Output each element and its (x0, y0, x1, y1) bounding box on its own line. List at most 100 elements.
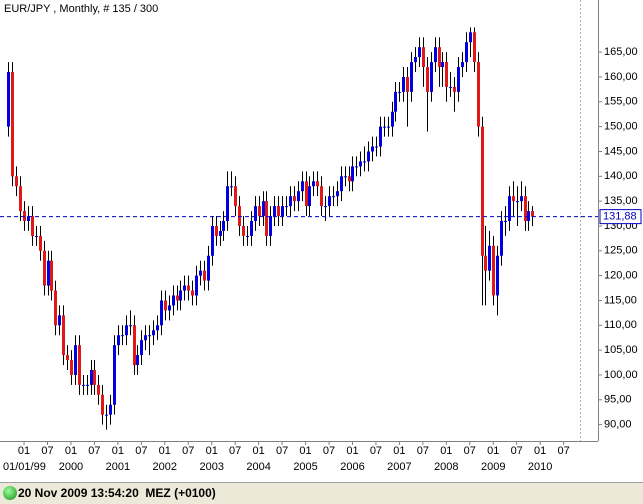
candle-body (222, 220, 225, 231)
candle-body (527, 211, 530, 221)
candle-body (125, 325, 128, 336)
candle-body (469, 32, 472, 43)
candle-body (50, 260, 53, 291)
candle-body (183, 285, 186, 291)
candle-body (258, 206, 261, 217)
candle-body (422, 47, 425, 68)
chart: EUR/JPY , Monthly, # 135 / 300 90,00 95,0… (0, 0, 642, 473)
candle-body (195, 275, 198, 296)
year-label: 2002 (153, 461, 177, 473)
y-tick-label: 160,00 (604, 71, 638, 83)
candle-body (465, 42, 468, 63)
candle-body (520, 196, 523, 202)
candle-body (348, 176, 351, 182)
candle-body (97, 384, 100, 395)
candle-body (152, 330, 155, 336)
x-tick-label: 07 (511, 445, 523, 457)
candle-body (504, 220, 507, 222)
candle-body (414, 57, 417, 63)
candle-body (496, 255, 499, 296)
status-bar: 20 Nov 2009 13:54:20 MEZ (+0100) (0, 482, 643, 504)
x-tick-label: 01 (393, 445, 405, 457)
candle-body (461, 62, 464, 68)
candle-body (211, 225, 214, 256)
x-tick-label: 07 (182, 445, 194, 457)
y-tick-label: 125,00 (604, 245, 638, 257)
candle-body (250, 220, 253, 236)
candle-body (31, 216, 34, 236)
x-tick-label: 01 (346, 445, 358, 457)
candle-body (133, 325, 136, 366)
candle-body (402, 76, 405, 92)
candle-body (484, 255, 487, 271)
candle-body (367, 151, 370, 162)
candle-body (164, 300, 167, 311)
year-label: 2001 (106, 461, 130, 473)
x-tick-label: 07 (464, 445, 476, 457)
x-tick-label: 01 (534, 445, 546, 457)
candle-body (70, 360, 73, 375)
candle-body (148, 335, 151, 337)
candle-body (289, 196, 292, 207)
candle-body (481, 126, 484, 256)
candle-body (230, 186, 233, 188)
candle-body (344, 176, 347, 178)
candle-body (203, 270, 206, 281)
candle-body (516, 201, 519, 203)
candle-body (473, 32, 476, 63)
candle-body (109, 404, 112, 415)
chart-title: EUR/JPY , Monthly, # 135 / 300 (4, 3, 158, 15)
x-tick-label: 07 (417, 445, 429, 457)
year-label: 2009 (481, 461, 505, 473)
candle-body (328, 196, 331, 207)
y-tick-label: 90,00 (604, 419, 632, 431)
candle-body (410, 62, 413, 92)
candle-body (355, 166, 358, 168)
year-label: 2008 (434, 461, 458, 473)
candle-body (508, 196, 511, 221)
candle-body (172, 295, 175, 306)
x-tick-label: 07 (557, 445, 569, 457)
candle-body (140, 340, 143, 356)
year-label: 2005 (293, 461, 317, 473)
y-tick-label: 105,00 (604, 344, 638, 356)
candle-body (179, 290, 182, 301)
x-tick-label: 01 (112, 445, 124, 457)
candle-body (246, 235, 249, 237)
candle-body (394, 91, 397, 112)
year-label: 2006 (340, 461, 364, 473)
candle-body (86, 384, 89, 386)
candle-body (398, 91, 401, 93)
candle-body (215, 225, 218, 236)
candle-body (441, 62, 444, 68)
candle-body (226, 186, 229, 221)
candle-body (117, 335, 120, 346)
candle-body (207, 255, 210, 281)
candle-body (144, 335, 147, 341)
year-label: 2003 (199, 461, 223, 473)
candle-body (27, 216, 30, 221)
candle-body (312, 181, 315, 187)
candle-body (320, 186, 323, 207)
candle-body (265, 201, 268, 236)
y-tick-label: 120,00 (604, 270, 638, 282)
candle-body (477, 62, 480, 127)
candle-body (62, 315, 65, 356)
candle-body (136, 355, 139, 366)
candle-body (11, 72, 14, 177)
candle-body (238, 206, 241, 226)
candle-body (371, 146, 374, 152)
y-tick-label: 165,00 (604, 46, 638, 58)
candle-body (168, 305, 171, 311)
candle-body (445, 62, 448, 87)
candle-body (453, 86, 456, 92)
candle-body (332, 196, 335, 198)
candle-body (387, 126, 390, 128)
candle-body (219, 230, 222, 236)
candle-body (176, 295, 179, 301)
candle-body (78, 345, 81, 385)
candle-body (23, 211, 26, 221)
candle-body (492, 245, 495, 296)
current-price-box (599, 209, 642, 225)
